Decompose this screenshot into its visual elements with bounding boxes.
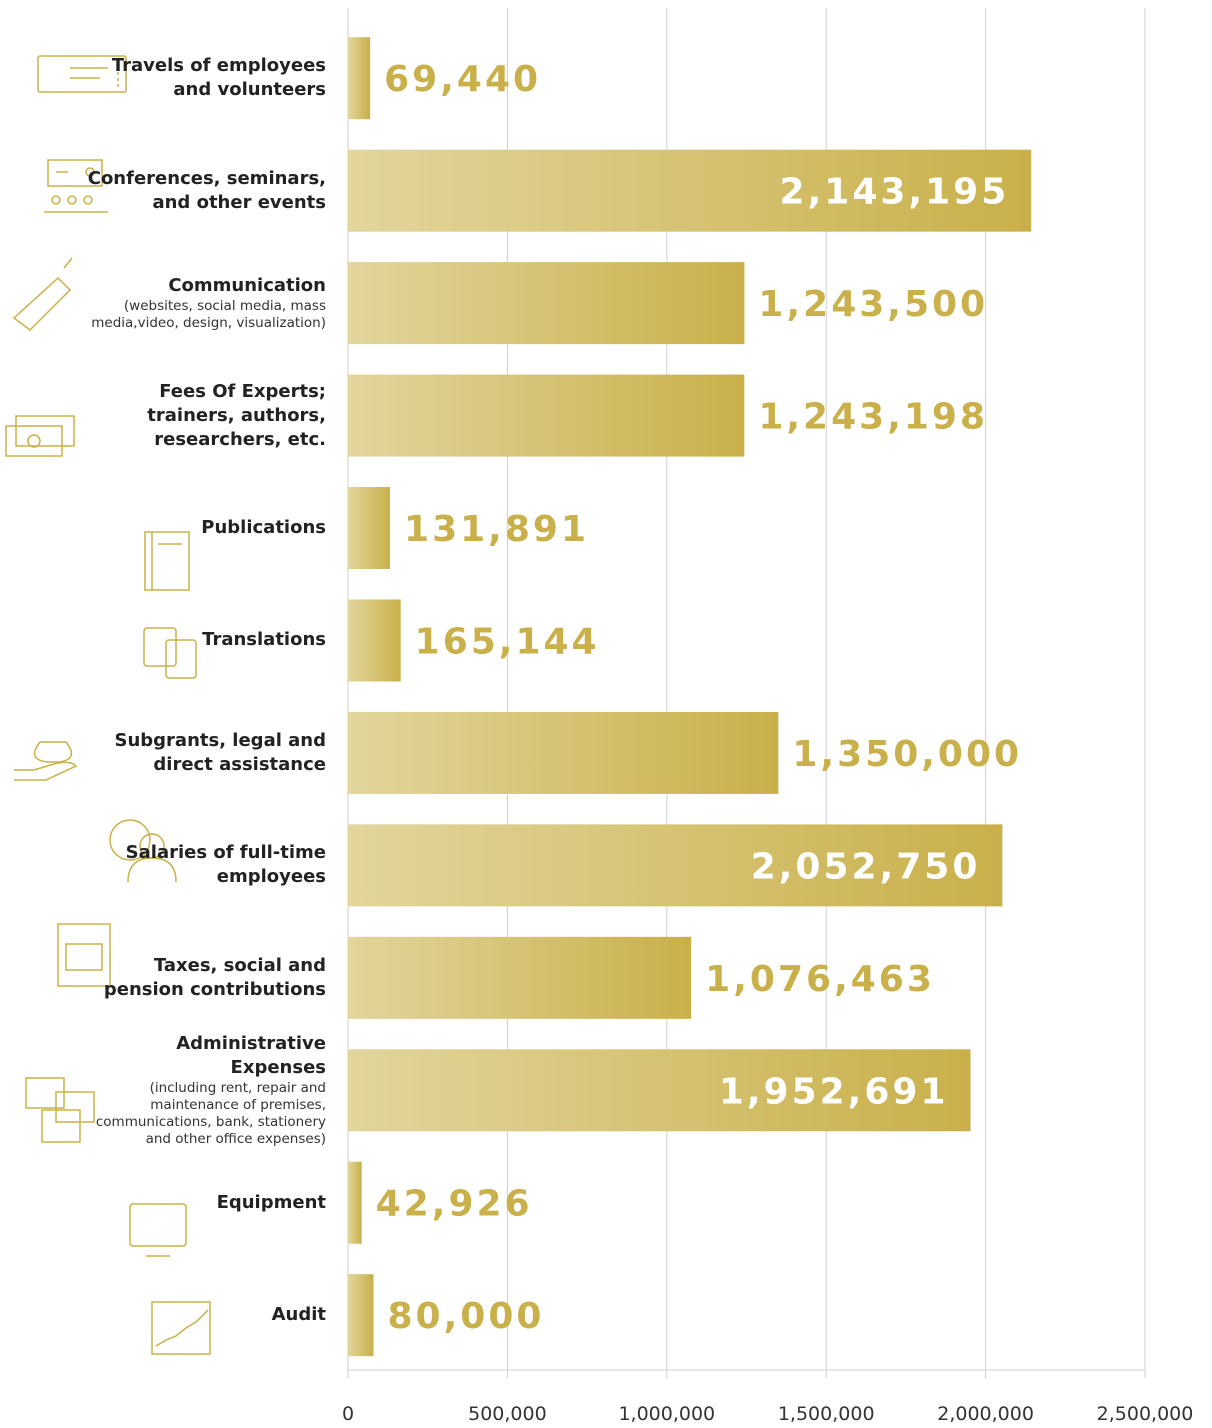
category-label: Communication (websites, social media, ma… xyxy=(76,274,326,332)
value-label: 42,926 xyxy=(376,1184,533,1225)
bar xyxy=(348,824,1003,907)
value-label: 69,440 xyxy=(384,59,541,100)
value-label: 1,243,198 xyxy=(758,397,988,438)
category-label: Fees Of Experts; trainers, authors, rese… xyxy=(76,380,326,452)
category-label: Salaries of full-time employees xyxy=(76,841,326,889)
value-label: 131,891 xyxy=(404,509,589,550)
category-name: Publications xyxy=(201,517,326,539)
value-label: 2,143,195 xyxy=(780,172,1010,213)
value-label: 1,350,000 xyxy=(792,734,1022,775)
bar xyxy=(348,149,1032,232)
value-label: 80,000 xyxy=(388,1296,545,1337)
category-name: Travels of employees and volunteers xyxy=(111,55,326,101)
category-label: Equipment xyxy=(76,1191,326,1215)
category-name: Equipment xyxy=(216,1191,326,1213)
bar xyxy=(348,599,401,682)
value-label: 1,076,463 xyxy=(705,959,935,1000)
category-note: (websites, social media, mass media,vide… xyxy=(91,298,326,332)
bar xyxy=(348,1049,971,1132)
value-label: 1,952,691 xyxy=(719,1071,949,1112)
bar xyxy=(348,487,391,570)
x-tick-label: 0 xyxy=(342,1403,354,1425)
x-tick-label: 1,000,000 xyxy=(618,1403,715,1425)
bar xyxy=(348,262,745,345)
bar xyxy=(348,37,371,120)
value-label: 165,144 xyxy=(415,621,600,662)
category-label: Taxes, social and pension contributions xyxy=(76,954,326,1002)
category-label: Publications xyxy=(76,516,326,540)
icons xyxy=(5,55,211,1355)
category-name: Salaries of full-time employees xyxy=(125,842,326,888)
category-label: Conferences, seminars, and other events xyxy=(76,167,326,215)
category-name: Fees Of Experts; trainers, authors, rese… xyxy=(147,380,326,450)
category-name: Conferences, seminars, and other events xyxy=(87,167,326,213)
category-note: (including rent, repair and maintenance … xyxy=(95,1080,326,1148)
category-label: Audit xyxy=(76,1303,326,1327)
value-label: 2,052,750 xyxy=(751,846,981,887)
bar xyxy=(348,374,745,457)
category-label: Translations xyxy=(76,628,326,652)
x-tick-label: 1,500,000 xyxy=(778,1403,875,1425)
category-name: Subgrants, legal and direct assistance xyxy=(114,729,327,775)
category-name: Communication xyxy=(168,275,326,297)
category-name: Translations xyxy=(202,629,326,651)
bar xyxy=(348,1161,362,1244)
category-name: Taxes, social and pension contributions xyxy=(103,954,326,1000)
x-tick-label: 2,000,000 xyxy=(937,1403,1034,1425)
bar xyxy=(348,936,692,1019)
category-label: Travels of employees and volunteers xyxy=(76,54,326,102)
value-label: 1,243,500 xyxy=(758,284,988,325)
bar xyxy=(348,1274,374,1357)
category-label: Subgrants, legal and direct assistance xyxy=(76,729,327,777)
category-name: Administrative Expenses xyxy=(176,1033,326,1079)
category-label: Administrative Expenses (including rent, … xyxy=(76,1032,326,1148)
bar xyxy=(348,711,779,794)
x-tick-label: 500,000 xyxy=(468,1403,547,1425)
x-tick-label: 2,500,000 xyxy=(1097,1403,1194,1425)
category-name: Audit xyxy=(271,1304,326,1326)
